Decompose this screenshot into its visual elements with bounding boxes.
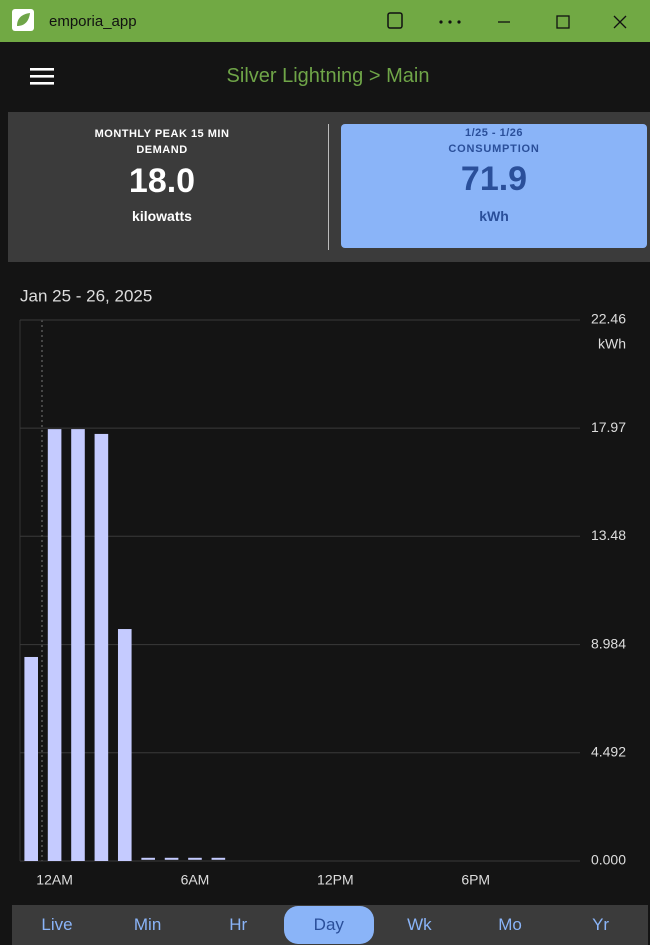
tab[interactable]: Mo: [498, 915, 522, 934]
y-tick-label: 4.492: [591, 744, 626, 760]
chart-title: Jan 25 - 26, 2025: [20, 286, 152, 305]
chart: Jan 25 - 26, 2025 kWh 0.000 4.492 8.984 13.…: [19, 286, 626, 888]
tab[interactable]: Wk: [407, 915, 432, 934]
x-tick-label: 6AM: [181, 872, 210, 888]
y-tick-label: 17.97: [591, 419, 626, 435]
card-unit: kilowatts: [132, 208, 192, 224]
bar: [47, 429, 62, 861]
app-header: [8, 42, 648, 112]
card-range: 1/25 - 1/26: [464, 127, 524, 139]
close-button[interactable]: [613, 15, 627, 29]
tab[interactable]: Day: [283, 906, 374, 944]
app-icon: [12, 9, 34, 31]
card-unit: kWh: [479, 208, 509, 224]
bar: [94, 433, 109, 861]
bar: [188, 857, 202, 860]
cast-button[interactable]: [387, 12, 403, 29]
card-label: CONSUMPTION: [448, 143, 540, 155]
menu-button[interactable]: [30, 67, 54, 87]
bar: [24, 656, 38, 861]
bar: [141, 857, 155, 860]
card-value: 71.9: [460, 160, 528, 198]
y-tick-label: 22.46: [591, 311, 626, 327]
bar: [117, 629, 132, 861]
consumption-card[interactable]: [341, 124, 647, 248]
tab[interactable]: Hr: [229, 915, 248, 934]
window-title: emporia_app: [49, 13, 137, 30]
y-tick-label: 0.000: [591, 852, 626, 868]
title-bar: [0, 0, 650, 42]
tab[interactable]: Min: [133, 915, 162, 934]
maximize-button[interactable]: [556, 15, 570, 29]
x-tick-label: 6PM: [461, 872, 490, 888]
bar: [211, 857, 226, 860]
window-controls: [387, 12, 627, 29]
card-label: MONTHLY PEAK 15 MIN DEMAND: [94, 128, 230, 156]
card-value: 18.0: [128, 162, 196, 200]
x-tick-label: 12PM: [317, 872, 354, 888]
y-tick-label: 13.48: [591, 527, 626, 543]
y-tick-label: 8.984: [591, 635, 626, 651]
separator: [328, 124, 329, 250]
tab[interactable]: Yr: [592, 915, 610, 934]
y-unit: kWh: [598, 336, 626, 352]
bar: [164, 857, 179, 860]
tab[interactable]: Live: [41, 915, 73, 934]
x-tick-label: 12AM: [36, 872, 73, 888]
bar: [71, 429, 85, 861]
page-title: Silver Lightning > Main: [226, 65, 430, 87]
